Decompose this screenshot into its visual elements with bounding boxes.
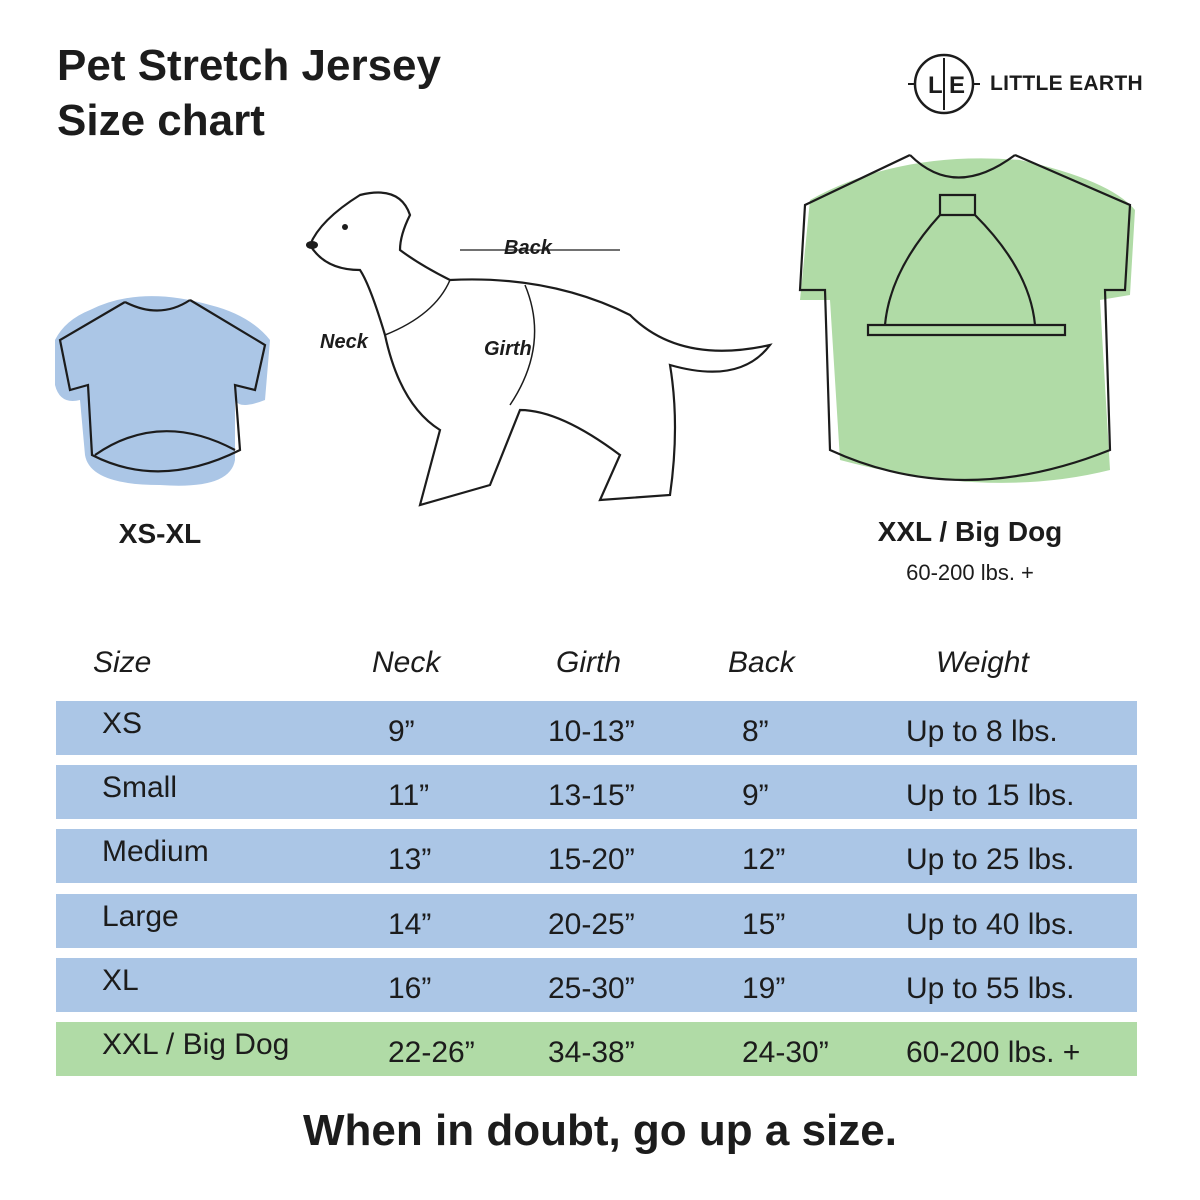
- title-line-1: Pet Stretch Jersey: [57, 41, 441, 90]
- girth-label: Girth: [484, 338, 532, 360]
- little-earth-logo-icon: L E: [908, 53, 980, 115]
- cell-girth: 13-15”: [548, 779, 635, 812]
- header-size: Size: [93, 646, 152, 679]
- cell-neck: 11”: [388, 779, 430, 812]
- header-weight: Weight: [936, 646, 1029, 679]
- cell-size: XXL / Big Dog: [102, 1028, 290, 1061]
- cell-girth: 10-13”: [548, 715, 635, 748]
- cell-weight: Up to 55 lbs.: [906, 972, 1075, 1005]
- cell-size: XS: [102, 707, 143, 740]
- big-shirt-weight: 60-200 lbs. +: [906, 560, 1034, 585]
- page-title: Pet Stretch Jersey Size chart: [57, 38, 441, 148]
- cell-size: XL: [102, 964, 139, 997]
- title-line-2: Size chart: [57, 96, 265, 145]
- cell-back: 15”: [742, 908, 786, 941]
- table-row: Small 11” 13-15” 9” Up to 15 lbs.: [56, 765, 1137, 819]
- cell-weight: Up to 15 lbs.: [906, 779, 1075, 812]
- cell-girth: 34-38”: [548, 1036, 635, 1069]
- cell-back: 8”: [742, 715, 769, 748]
- small-shirt-caption: XS-XL: [118, 518, 202, 549]
- svg-text:L: L: [928, 72, 943, 99]
- dog-measurement-illustration: [306, 191, 773, 507]
- neck-label: Neck: [320, 331, 368, 353]
- footer-tip: When in doubt, go up a size.: [303, 1106, 897, 1155]
- table-row: Medium 13” 15-20” 12” Up to 25 lbs.: [56, 829, 1137, 883]
- svg-text:E: E: [949, 72, 965, 99]
- cell-size: Medium: [102, 835, 209, 868]
- cell-size: Large: [102, 900, 179, 933]
- cell-neck: 22-26”: [388, 1036, 475, 1069]
- table-row: XXL / Big Dog 22-26” 34-38” 24-30” 60-200 lb…: [56, 1022, 1137, 1076]
- header-girth: Girth: [556, 646, 622, 679]
- cell-girth: 20-25”: [548, 908, 635, 941]
- cell-back: 12”: [742, 843, 786, 876]
- cell-neck: 16”: [388, 972, 432, 1005]
- cell-girth: 15-20”: [548, 843, 635, 876]
- cell-weight: Up to 40 lbs.: [906, 908, 1075, 941]
- cell-back: 19”: [742, 972, 786, 1005]
- cell-size: Small: [102, 771, 178, 804]
- big-shirt-illustration: [798, 153, 1135, 483]
- cell-weight: 60-200 lbs. +: [906, 1036, 1081, 1069]
- header-neck: Neck: [372, 646, 441, 679]
- cell-weight: Up to 8 lbs.: [906, 715, 1058, 748]
- brand-name: LITTLE EARTH: [990, 72, 1143, 95]
- cell-neck: 13”: [388, 843, 432, 876]
- cell-neck: 14”: [388, 908, 432, 941]
- big-shirt-caption: XXL / Big Dog: [877, 516, 1063, 547]
- table-row: Large 14” 20-25” 15” Up to 40 lbs.: [56, 894, 1137, 948]
- cell-back: 24-30”: [742, 1036, 829, 1069]
- header-back: Back: [728, 646, 795, 679]
- cell-back: 9”: [742, 779, 769, 812]
- cell-weight: Up to 25 lbs.: [906, 843, 1075, 876]
- cell-neck: 9”: [388, 715, 415, 748]
- back-label: Back: [504, 237, 552, 259]
- table-row: XS 9” 10-13” 8” Up to 8 lbs.: [56, 701, 1137, 755]
- cell-girth: 25-30”: [548, 972, 635, 1005]
- small-shirt-illustration: [55, 296, 270, 486]
- table-row: XL 16” 25-30” 19” Up to 55 lbs.: [56, 958, 1137, 1012]
